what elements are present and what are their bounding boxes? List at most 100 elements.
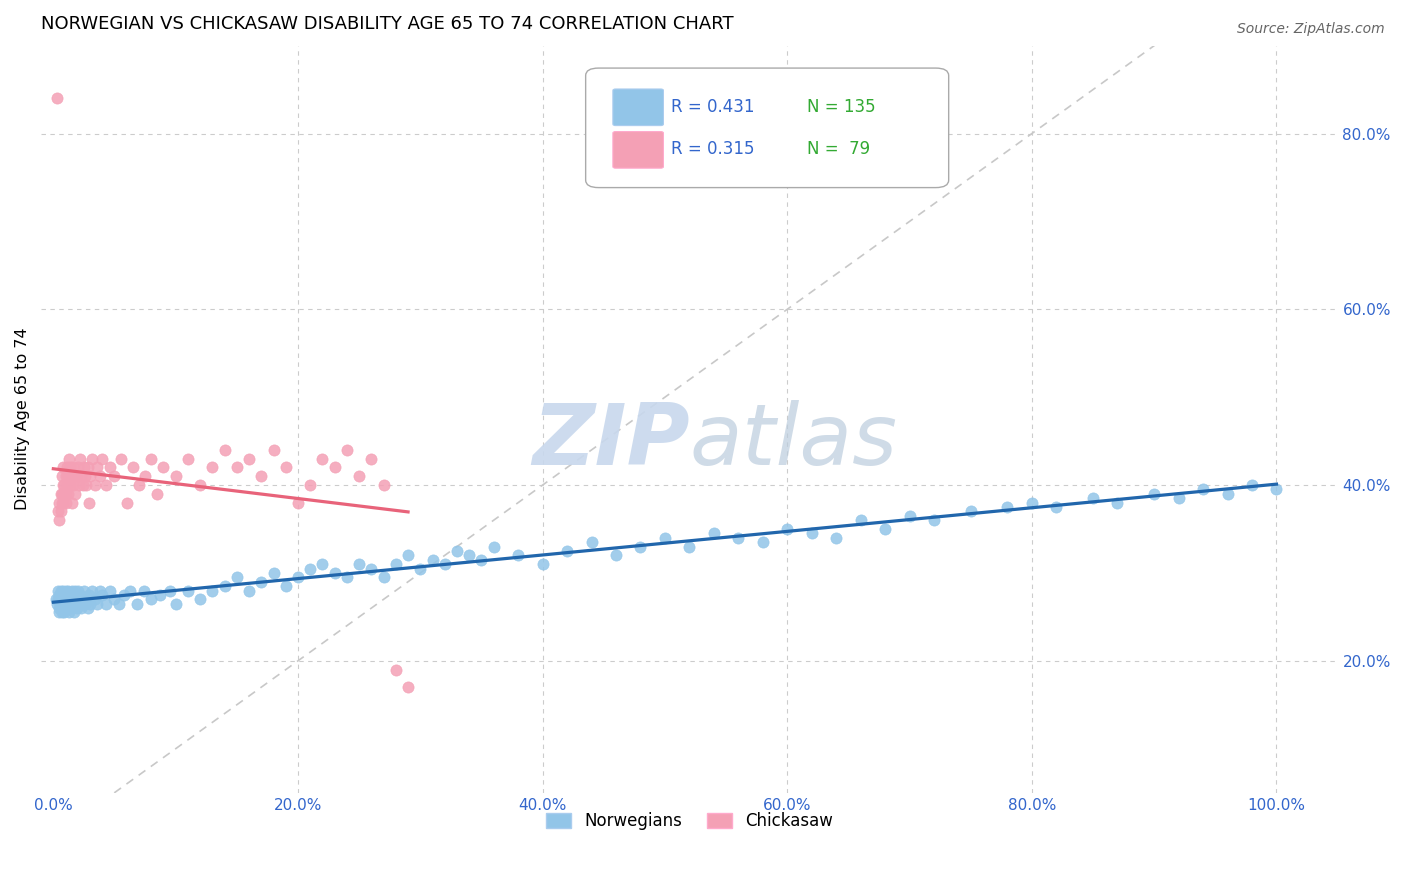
Point [62, 478, 84, 492]
Point [146, 487, 169, 501]
Point [396, 549, 419, 563]
Point [52, 496, 75, 510]
Point [48, 496, 70, 510]
Point [225, 460, 247, 475]
Point [108, 597, 131, 611]
Point [152, 460, 174, 475]
Point [630, 540, 652, 554]
Point [60, 496, 83, 510]
Point [56, 583, 79, 598]
Point [128, 478, 150, 492]
Point [59, 460, 82, 475]
Point [73, 583, 96, 598]
Point [65, 601, 87, 615]
Point [373, 570, 395, 584]
Point [287, 570, 309, 584]
Point [77, 588, 100, 602]
Point [63, 606, 86, 620]
Point [53, 487, 76, 501]
Point [51, 601, 73, 615]
Point [56, 460, 79, 475]
Point [46, 91, 69, 105]
Point [1045, 500, 1067, 514]
Point [446, 544, 468, 558]
Point [1192, 483, 1215, 497]
Point [51, 496, 73, 510]
Point [52, 592, 75, 607]
Legend: Norwegians, Chickasaw: Norwegians, Chickasaw [538, 805, 839, 837]
Point [1021, 496, 1043, 510]
Point [287, 496, 309, 510]
Text: Source: ZipAtlas.com: Source: ZipAtlas.com [1237, 22, 1385, 37]
Point [800, 526, 823, 541]
Point [727, 531, 749, 545]
Point [995, 500, 1018, 514]
Point [66, 460, 89, 475]
Point [1265, 483, 1288, 497]
Point [62, 597, 84, 611]
Point [177, 583, 200, 598]
Point [67, 592, 90, 607]
Point [52, 597, 75, 611]
Point [53, 478, 76, 492]
Point [94, 597, 117, 611]
Point [238, 451, 260, 466]
Point [959, 504, 981, 518]
Point [55, 583, 77, 598]
Point [49, 597, 72, 611]
Point [898, 508, 921, 523]
Point [91, 451, 114, 466]
Point [45, 592, 67, 607]
Point [422, 553, 444, 567]
Point [776, 522, 799, 536]
Point [75, 592, 97, 607]
Point [1240, 478, 1263, 492]
Point [70, 601, 93, 615]
Point [103, 592, 125, 607]
Point [323, 566, 346, 580]
Point [60, 469, 83, 483]
Point [56, 478, 79, 492]
Point [311, 557, 333, 571]
Point [49, 504, 72, 518]
Point [125, 597, 148, 611]
Point [373, 478, 395, 492]
Point [59, 592, 82, 607]
Point [51, 469, 73, 483]
Point [51, 487, 73, 501]
Point [89, 469, 111, 483]
Point [66, 597, 89, 611]
Point [51, 606, 73, 620]
Point [69, 588, 91, 602]
Point [56, 597, 79, 611]
Point [336, 570, 359, 584]
Point [132, 583, 155, 598]
Point [654, 531, 676, 545]
Point [120, 583, 142, 598]
Point [65, 469, 87, 483]
Text: N =  79: N = 79 [807, 141, 870, 159]
Point [55, 592, 77, 607]
Point [581, 535, 603, 549]
Point [46, 592, 69, 607]
Point [360, 561, 382, 575]
Point [1143, 487, 1166, 501]
Point [177, 451, 200, 466]
Point [94, 478, 117, 492]
Text: N = 135: N = 135 [807, 98, 876, 116]
Point [110, 451, 132, 466]
Point [1216, 487, 1239, 501]
Y-axis label: Disability Age 65 to 74: Disability Age 65 to 74 [15, 328, 30, 510]
Point [82, 583, 104, 598]
Point [849, 513, 872, 527]
Point [250, 574, 273, 589]
Point [159, 583, 181, 598]
Point [70, 469, 93, 483]
Point [46, 597, 69, 611]
Point [62, 460, 84, 475]
Point [875, 522, 897, 536]
Point [238, 583, 260, 598]
Point [1081, 491, 1104, 506]
Point [347, 469, 370, 483]
Point [201, 583, 224, 598]
